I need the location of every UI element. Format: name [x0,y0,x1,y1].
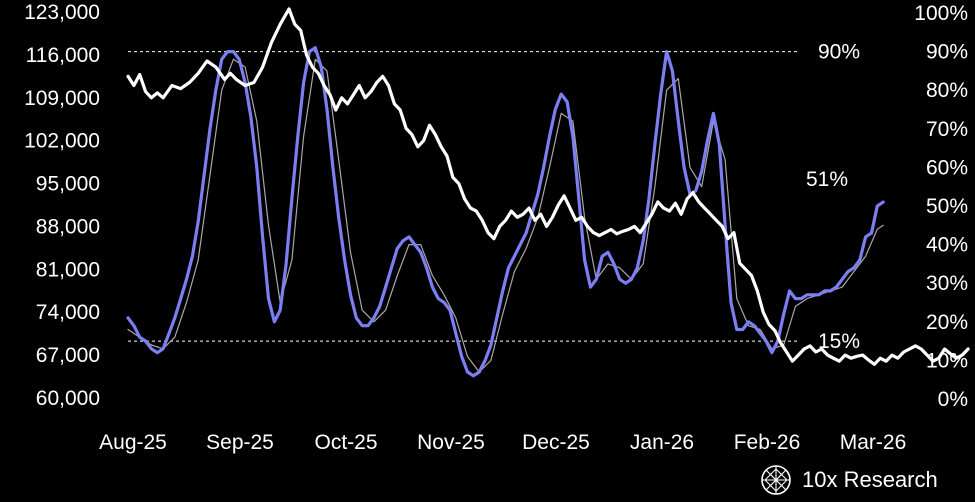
x-tick-label: Mar-26 [840,431,907,454]
right-tick-label: 90% [926,41,968,64]
x-tick-label: Oct-25 [314,431,377,454]
left-tick-label: 67,000 [36,344,100,367]
right-tick-label: 0% [938,388,968,411]
right-tick-label: 40% [926,234,968,257]
right-axis-ticks: 0% 10% 20% 30% 40% 50% 60% 70% 80% 90% 100% [914,2,968,411]
left-tick-label: 109,000 [24,87,100,110]
x-tick-label: Jan-26 [630,431,694,454]
annotations: 51% [806,168,848,191]
right-tick-label: 10% [926,349,968,372]
left-tick-label: 60,000 [36,387,100,410]
brand-name: 10x Research [802,467,938,492]
left-tick-label: 81,000 [36,258,100,281]
series-line-0 [126,7,970,366]
left-axis-ticks: 60,000 67,000 74,000 81,000 88,000 95,000 102,… [24,1,100,410]
brand-watermark: 10x Research [760,462,938,498]
right-tick-label: 80% [926,79,968,102]
reference-label: 15% [818,330,860,353]
right-tick-label: 20% [926,311,968,334]
value-annotation: 51% [806,168,848,191]
x-tick-label: Feb-26 [734,431,801,454]
reference-label: 90% [818,41,860,64]
right-tick-label: 50% [926,195,968,218]
left-tick-label: 95,000 [36,173,100,196]
x-tick-label: Dec-25 [522,431,590,454]
left-tick-label: 88,000 [36,215,100,238]
x-tick-label: Nov-25 [417,431,485,454]
sphere-lattice-icon [761,465,791,495]
series-line-1 [126,46,885,378]
left-tick-label: 123,000 [24,1,100,24]
right-tick-label: 70% [926,118,968,141]
series-lines [126,7,970,378]
x-tick-label: Sep-25 [206,431,274,454]
left-tick-label: 74,000 [36,301,100,324]
series-line-2 [127,58,884,373]
x-tick-label: Aug-25 [99,431,167,454]
left-tick-label: 102,000 [24,130,100,153]
x-axis-ticks: Aug-25 Sep-25 Oct-25 Nov-25 Dec-25 Jan-26 Feb-… [99,431,906,454]
reference-lines: 90% 15% [128,41,860,353]
right-tick-label: 60% [926,156,968,179]
left-tick-label: 116,000 [26,44,100,67]
right-tick-label: 30% [926,272,968,295]
right-tick-label: 100% [914,2,968,25]
